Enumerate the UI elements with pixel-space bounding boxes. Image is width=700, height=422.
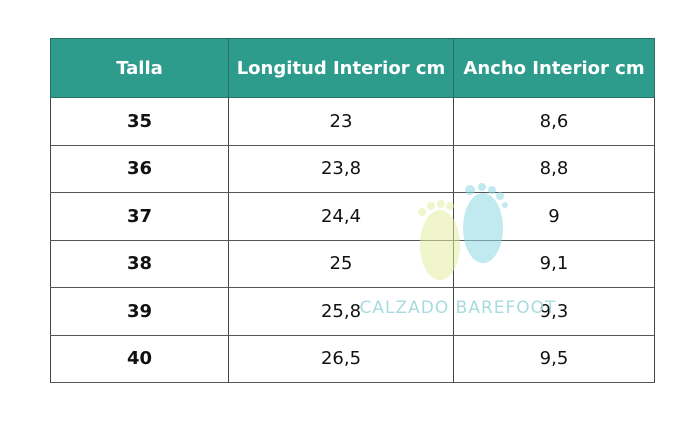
table-cell: 38 <box>50 239 229 288</box>
table-cell: 35 <box>50 97 229 146</box>
table-cell: 9,1 <box>453 239 655 288</box>
table-row: 40 26,5 9,5 <box>50 334 655 383</box>
table-cell: 36 <box>50 144 229 193</box>
table-cell: 25 <box>228 239 454 288</box>
table-cell: 39 <box>50 287 229 336</box>
table-cell: 9 <box>453 192 655 241</box>
table-cell: 37 <box>50 192 229 241</box>
table-body: 35 23 8,6 36 23,8 8,8 37 24,4 9 38 25 9,1 39 25,8 9,3 4… <box>50 97 655 383</box>
table-row: 36 23,8 8,8 <box>50 144 655 193</box>
header-cell: Ancho Interior cm <box>453 38 655 98</box>
header-cell: Talla <box>50 38 229 98</box>
header-cell: Longitud Interior cm <box>228 38 454 98</box>
size-table: Talla Longitud Interior cm Ancho Interior … <box>50 38 655 383</box>
table-cell: 25,8 <box>228 287 454 336</box>
table-row: 35 23 8,6 <box>50 97 655 146</box>
table-cell: 9,5 <box>453 334 655 383</box>
table-row: 39 25,8 9,3 <box>50 287 655 336</box>
table-cell: 9,3 <box>453 287 655 336</box>
table-cell: 26,5 <box>228 334 454 383</box>
table-cell: 23,8 <box>228 144 454 193</box>
table-cell: 8,6 <box>453 97 655 146</box>
table-cell: 8,8 <box>453 144 655 193</box>
table-row: 38 25 9,1 <box>50 239 655 288</box>
table-header: Talla Longitud Interior cm Ancho Interior … <box>50 38 655 98</box>
table-cell: 23 <box>228 97 454 146</box>
table-cell: 40 <box>50 334 229 383</box>
table-row: 37 24,4 9 <box>50 192 655 241</box>
table-cell: 24,4 <box>228 192 454 241</box>
header-row: Talla Longitud Interior cm Ancho Interior … <box>50 38 655 98</box>
